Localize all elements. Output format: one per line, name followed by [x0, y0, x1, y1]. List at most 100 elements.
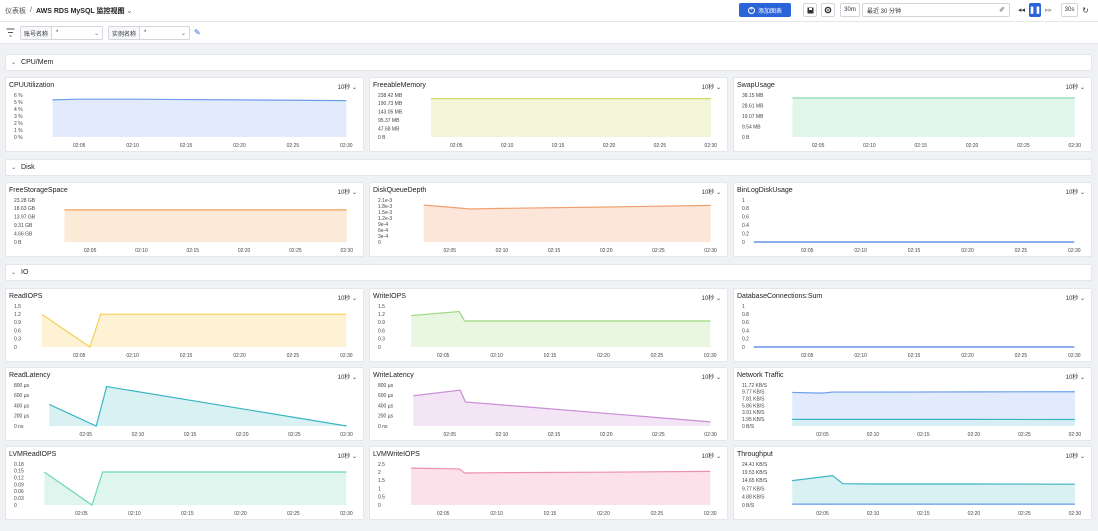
- interval-select[interactable]: 10秒 ⌄: [1065, 190, 1085, 196]
- instance-name-select[interactable]: 实例名称 * ⌄: [108, 26, 190, 40]
- rewind-button[interactable]: ◂◂: [1016, 3, 1027, 17]
- breadcrumb-separator: /: [30, 7, 32, 14]
- x-tick-label: 02:05: [75, 511, 88, 517]
- chart-panel[interactable]: DiskQueueDepth 10秒 ⌄ 2.1e-3 1.8e-3 1.5e-3 1.2…: [369, 182, 728, 257]
- chevron-down-icon: ⌄: [93, 30, 99, 37]
- y-tick-label: 9.31 GB: [14, 223, 33, 229]
- y-tick-label: 0: [742, 240, 745, 246]
- interval-select[interactable]: 10秒 ⌄: [337, 375, 357, 381]
- y-tick-label: 4.88 KB/S: [742, 495, 765, 501]
- y-tick-label: 0: [378, 240, 381, 246]
- y-tick-label: 190.73 MB: [378, 101, 403, 107]
- settings-button[interactable]: [821, 3, 835, 17]
- x-tick-label: 02:25: [652, 248, 665, 254]
- chevron-down-icon[interactable]: ⌄: [126, 7, 133, 15]
- x-tick-label: 02:05: [84, 248, 97, 254]
- x-tick-label: 02:05: [437, 511, 450, 517]
- interval-select[interactable]: 10秒 ⌄: [337, 190, 357, 196]
- y-tick-label: 28.61 MB: [742, 103, 764, 109]
- x-tick-label: 02:15: [908, 353, 921, 359]
- x-tick-label: 02:25: [287, 143, 300, 149]
- chart-panel[interactable]: LVMReadIOPS 10秒 ⌄ 0.18 0.15 0.12 0.09 0.06 0.03…: [5, 446, 364, 520]
- series-line[interactable]: [792, 474, 1075, 485]
- x-tick-label: 02:25: [288, 432, 301, 438]
- chart-panel[interactable]: SwapUsage 10秒 ⌄ 38.15 MB 28.61 MB 19.07 MB 9.…: [733, 77, 1092, 152]
- chart-panel[interactable]: ReadIOPS 10秒 ⌄ 1.5 1.2 0.9 0.6 0.3 0 02:05 02:10 0…: [5, 288, 364, 362]
- filter-icon[interactable]: [6, 28, 15, 37]
- section-io[interactable]: ⌄ IO: [5, 264, 1092, 281]
- interval-select[interactable]: 10秒 ⌄: [701, 454, 721, 460]
- interval-select[interactable]: 10秒 ⌄: [337, 454, 357, 460]
- breadcrumb-root[interactable]: 仪表板: [5, 7, 26, 15]
- chart-title: FreeStorageSpace: [9, 187, 68, 194]
- x-tick-label: 02:25: [651, 511, 664, 517]
- interval-select[interactable]: 10秒 ⌄: [701, 375, 721, 381]
- y-tick-label: 800 µs: [378, 383, 394, 389]
- chart-panel[interactable]: CPUUtilization 10秒 ⌄ 6 % 5 % 4 % 3 % 2 % 1 % 0 %…: [5, 77, 364, 152]
- chart-svg: 1 0.8 0.6 0.4 0.2 0 02:05 02:10 02:15 02:20 02:25 0…: [742, 304, 1081, 359]
- refresh-interval-button[interactable]: 30s: [1061, 3, 1078, 17]
- refresh-button[interactable]: ↻: [1079, 3, 1092, 17]
- x-tick-label: 02:05: [73, 143, 86, 149]
- chart-panel[interactable]: LVMWriteIOPS 10秒 ⌄ 2.5 2 1.5 1 0.5 0 02:05 02:10 0…: [369, 446, 728, 520]
- interval-select[interactable]: 10秒 ⌄: [701, 190, 721, 196]
- time-range-picker[interactable]: 最近 30 分钟 ✐: [862, 3, 1010, 17]
- series-line[interactable]: [423, 204, 711, 210]
- section-title: Disk: [21, 164, 35, 171]
- x-tick-label: 02:20: [968, 432, 981, 438]
- chart-svg: 11.72 KB/S9.77 KB/S7.81 KB/S5.86 KB/S3.9…: [742, 383, 1081, 438]
- chart-panel[interactable]: WriteIOPS 10秒 ⌄ 1.5 1.2 0.9 0.6 0.3 0 02:05 02:10…: [369, 288, 728, 362]
- series-line[interactable]: [43, 471, 347, 506]
- dashboard-title[interactable]: AWS RDS MySQL 监控视图: [35, 7, 125, 15]
- interval-select[interactable]: 10秒 ⌄: [1065, 85, 1085, 91]
- chart-panel[interactable]: DatabaseConnections:Sum 10秒 ⌄ 1 0.8 0.6 0.4 0.…: [733, 288, 1092, 362]
- chart-panel[interactable]: FreeableMemory 10秒 ⌄ 238.42 MB 190.73 MB 143…: [369, 77, 728, 152]
- x-tick-label: 02:20: [600, 432, 613, 438]
- series-line[interactable]: [48, 385, 347, 427]
- add-chart-button[interactable]: + 添加图表: [739, 3, 791, 17]
- x-tick-label: 02:20: [966, 143, 979, 149]
- chart-panel[interactable]: Throughput 10秒 ⌄ 24.41 KB/S 19.53 KB/S 14.65…: [733, 446, 1092, 520]
- interval-select[interactable]: 10秒 ⌄: [1065, 375, 1085, 381]
- pause-button[interactable]: ❚❚: [1029, 3, 1041, 17]
- x-tick-label: 02:30: [1069, 511, 1082, 517]
- series-line[interactable]: [52, 98, 347, 102]
- range-short-button[interactable]: 30m: [840, 3, 860, 17]
- series-line[interactable]: [411, 310, 711, 322]
- chart-panel[interactable]: WriteLatency 10秒 ⌄ 800 µs 600 µs 400 µs 200 µ…: [369, 367, 728, 441]
- series-line[interactable]: [792, 391, 1075, 394]
- interval-select[interactable]: 10秒 ⌄: [701, 85, 721, 91]
- y-tick-label: 0 ns: [378, 424, 388, 430]
- chart-title: WriteLatency: [373, 372, 414, 379]
- pin-icon[interactable]: ✐: [999, 7, 1005, 14]
- y-tick-label: 14.65 KB/S: [742, 478, 768, 484]
- account-name-select[interactable]: 账号名称 * ⌄: [20, 26, 103, 40]
- chart-panel[interactable]: FreeStorageSpace 10秒 ⌄ 23.28 GB 18.63 GB 13.…: [5, 182, 364, 257]
- interval-select[interactable]: 10秒 ⌄: [1065, 454, 1085, 460]
- x-tick-label: 02:25: [289, 248, 302, 254]
- series-line[interactable]: [413, 389, 711, 423]
- interval-select[interactable]: 10秒 ⌄: [337, 85, 357, 91]
- edit-filter-icon[interactable]: ✎: [194, 28, 201, 37]
- section-disk[interactable]: ⌄ Disk: [5, 159, 1092, 176]
- forward-icon: ▸▸: [1044, 7, 1053, 14]
- x-tick-label: 02:30: [1068, 353, 1081, 359]
- y-tick-label: 2.1e-3: [378, 198, 392, 204]
- y-tick-label: 600 µs: [378, 393, 394, 399]
- refresh-icon: ↻: [1082, 5, 1089, 15]
- y-tick-label: 0.8: [742, 206, 749, 212]
- interval-select[interactable]: 10秒 ⌄: [1065, 296, 1085, 302]
- save-button[interactable]: [803, 3, 817, 17]
- x-tick-label: 02:15: [180, 143, 193, 149]
- series-line[interactable]: [41, 313, 347, 348]
- forward-button[interactable]: ▸▸: [1043, 3, 1054, 17]
- chart-panel[interactable]: ReadLatency 10秒 ⌄ 800 µs 600 µs 400 µs 200 µs…: [5, 367, 364, 441]
- chart-panel[interactable]: BinLogDiskUsage 10秒 ⌄ 1 0.8 0.6 0.4 0.2 0 02:05 0…: [733, 182, 1092, 257]
- series-line[interactable]: [411, 467, 711, 474]
- section-cpu-mem[interactable]: ⌄ CPU/Mem: [5, 54, 1092, 71]
- y-tick-label: 0: [378, 345, 381, 351]
- chart-panel[interactable]: Network Traffic 10秒 ⌄ 11.72 KB/S 9.77 KB/S 7…: [733, 367, 1092, 441]
- interval-select[interactable]: 10秒 ⌄: [701, 296, 721, 302]
- series-area: [64, 209, 347, 242]
- interval-select[interactable]: 10秒 ⌄: [337, 296, 357, 302]
